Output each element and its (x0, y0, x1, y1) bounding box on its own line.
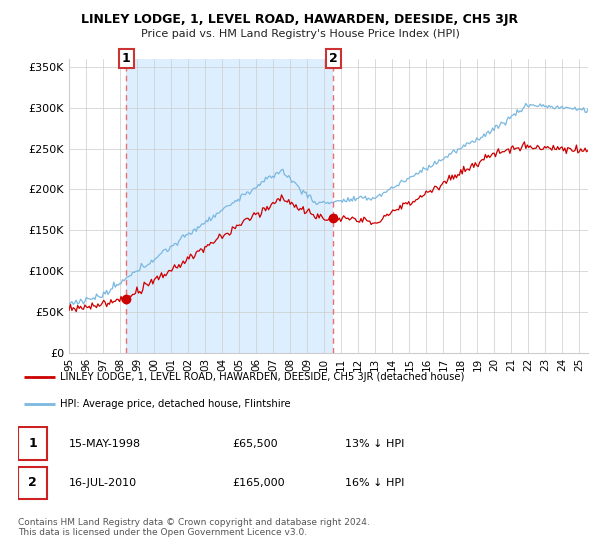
Text: 2: 2 (28, 477, 37, 489)
Text: 13% ↓ HPI: 13% ↓ HPI (345, 439, 404, 449)
Text: 2: 2 (329, 52, 338, 66)
Text: 1: 1 (122, 52, 131, 66)
Text: HPI: Average price, detached house, Flintshire: HPI: Average price, detached house, Flin… (60, 399, 291, 409)
Text: £165,000: £165,000 (232, 478, 285, 488)
Text: LINLEY LODGE, 1, LEVEL ROAD, HAWARDEN, DEESIDE, CH5 3JR (detached house): LINLEY LODGE, 1, LEVEL ROAD, HAWARDEN, D… (60, 372, 464, 382)
Text: Price paid vs. HM Land Registry's House Price Index (HPI): Price paid vs. HM Land Registry's House … (140, 29, 460, 39)
Text: 16-JUL-2010: 16-JUL-2010 (69, 478, 137, 488)
Text: 1: 1 (28, 437, 37, 450)
Text: 15-MAY-1998: 15-MAY-1998 (69, 439, 141, 449)
FancyBboxPatch shape (18, 466, 47, 500)
FancyBboxPatch shape (18, 427, 47, 460)
Bar (127, 59, 334, 353)
Text: 16% ↓ HPI: 16% ↓ HPI (345, 478, 404, 488)
Text: LINLEY LODGE, 1, LEVEL ROAD, HAWARDEN, DEESIDE, CH5 3JR: LINLEY LODGE, 1, LEVEL ROAD, HAWARDEN, D… (82, 13, 518, 26)
Text: Contains HM Land Registry data © Crown copyright and database right 2024.
This d: Contains HM Land Registry data © Crown c… (18, 518, 370, 538)
Text: £65,500: £65,500 (232, 439, 278, 449)
